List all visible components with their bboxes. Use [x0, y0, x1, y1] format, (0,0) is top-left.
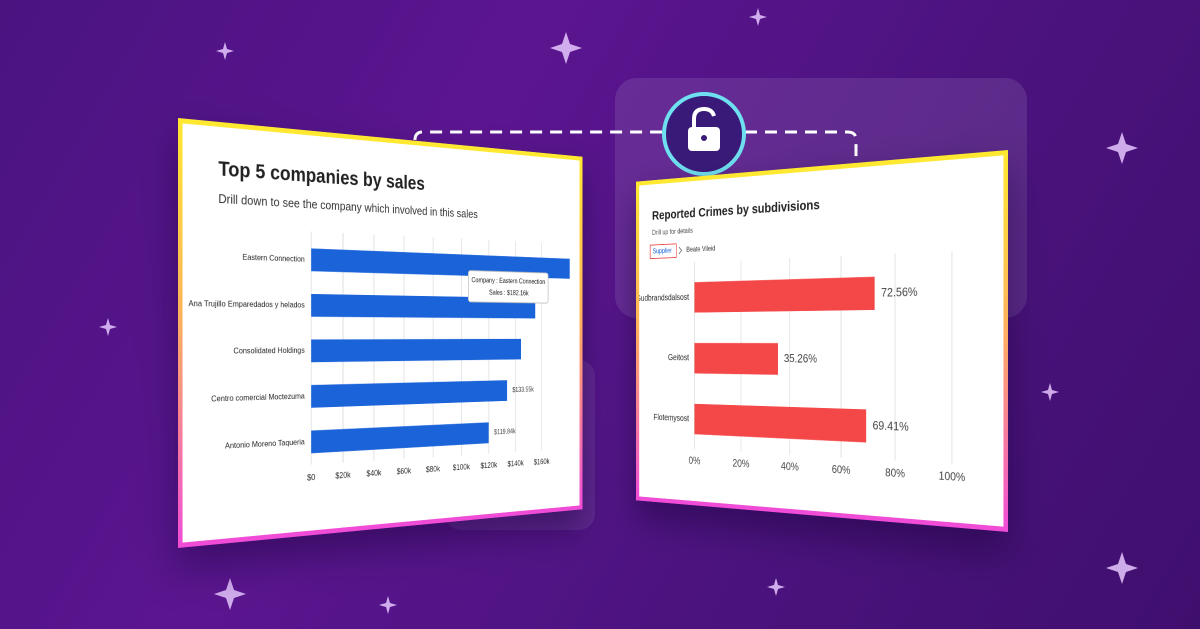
- y-tick-label: Eastern Connection: [242, 253, 304, 264]
- value-label: $133.55k: [512, 385, 534, 394]
- y-tick-label: Centro comercial Moctezuma: [211, 392, 305, 404]
- x-tick-label: $160k: [534, 457, 550, 467]
- lock-shackle: [692, 106, 716, 127]
- y-tick-label: Geitost: [668, 352, 690, 362]
- x-tick-label: $0: [307, 472, 315, 482]
- y-tick-label: Antonio Moreno Taqueria: [225, 437, 305, 450]
- bar: [694, 403, 867, 443]
- x-tick-label: 100%: [939, 471, 966, 485]
- bar: [694, 276, 875, 313]
- x-tick-label: $100k: [453, 462, 471, 472]
- x-tick-label: 60%: [832, 464, 851, 477]
- bar: [311, 293, 536, 319]
- y-tick-label: Gudbrandsdalsost: [639, 292, 689, 303]
- breadcrumb-separator: [679, 247, 682, 254]
- value-label: $119.84k: [494, 427, 516, 436]
- chart-subtitle: Drill down to see the company which invo…: [218, 192, 477, 221]
- value-label: 35.26%: [784, 353, 817, 366]
- breadcrumb-item: Beate Vileid: [686, 246, 715, 254]
- x-tick-label: $140k: [508, 458, 525, 468]
- x-tick-label: $20k: [335, 470, 351, 481]
- y-tick-label: Ana Trujillo Emparedados y helados: [188, 299, 304, 310]
- chart: Reported Crimes by subdivisions Drill up…: [639, 155, 1004, 527]
- x-tick-label: $120k: [481, 460, 498, 470]
- chart-title: Top 5 companies by sales: [218, 158, 424, 195]
- y-tick-label: Flotemysost: [653, 412, 689, 423]
- tooltip-text: Sales : $182.16k: [489, 288, 529, 297]
- value-label: 69.41%: [873, 420, 909, 435]
- x-tick-label: 20%: [732, 459, 749, 471]
- chart-panel: Top 5 companies by sales Drill down to s…: [178, 118, 583, 548]
- chart: Top 5 companies by sales Drill down to s…: [182, 123, 580, 543]
- tooltip-text: Company : Eastern Connection: [471, 276, 545, 286]
- bar: [694, 343, 778, 375]
- x-tick-label: 40%: [781, 461, 799, 474]
- bar: [311, 338, 521, 363]
- chart-title: Reported Crimes by subdivisions: [652, 196, 820, 222]
- sparkles: [99, 8, 1138, 614]
- bar: [311, 248, 570, 279]
- value-label: 72.56%: [881, 286, 917, 300]
- bar: [311, 422, 489, 454]
- x-tick-label: 80%: [885, 468, 905, 481]
- chart-panel: Reported Crimes by subdivisions Drill up…: [636, 150, 1008, 532]
- breadcrumb-link[interactable]: Supplier: [653, 248, 673, 256]
- x-tick-label: $80k: [426, 464, 440, 474]
- x-tick-label: $40k: [367, 468, 382, 479]
- x-tick-label: 0%: [689, 456, 701, 468]
- x-tick-label: $60k: [397, 466, 412, 476]
- y-tick-label: Consolidated Holdings: [233, 346, 304, 356]
- chart-subtitle: Drill up for details: [652, 228, 693, 237]
- bar: [311, 380, 508, 408]
- lock-hole: [701, 135, 707, 141]
